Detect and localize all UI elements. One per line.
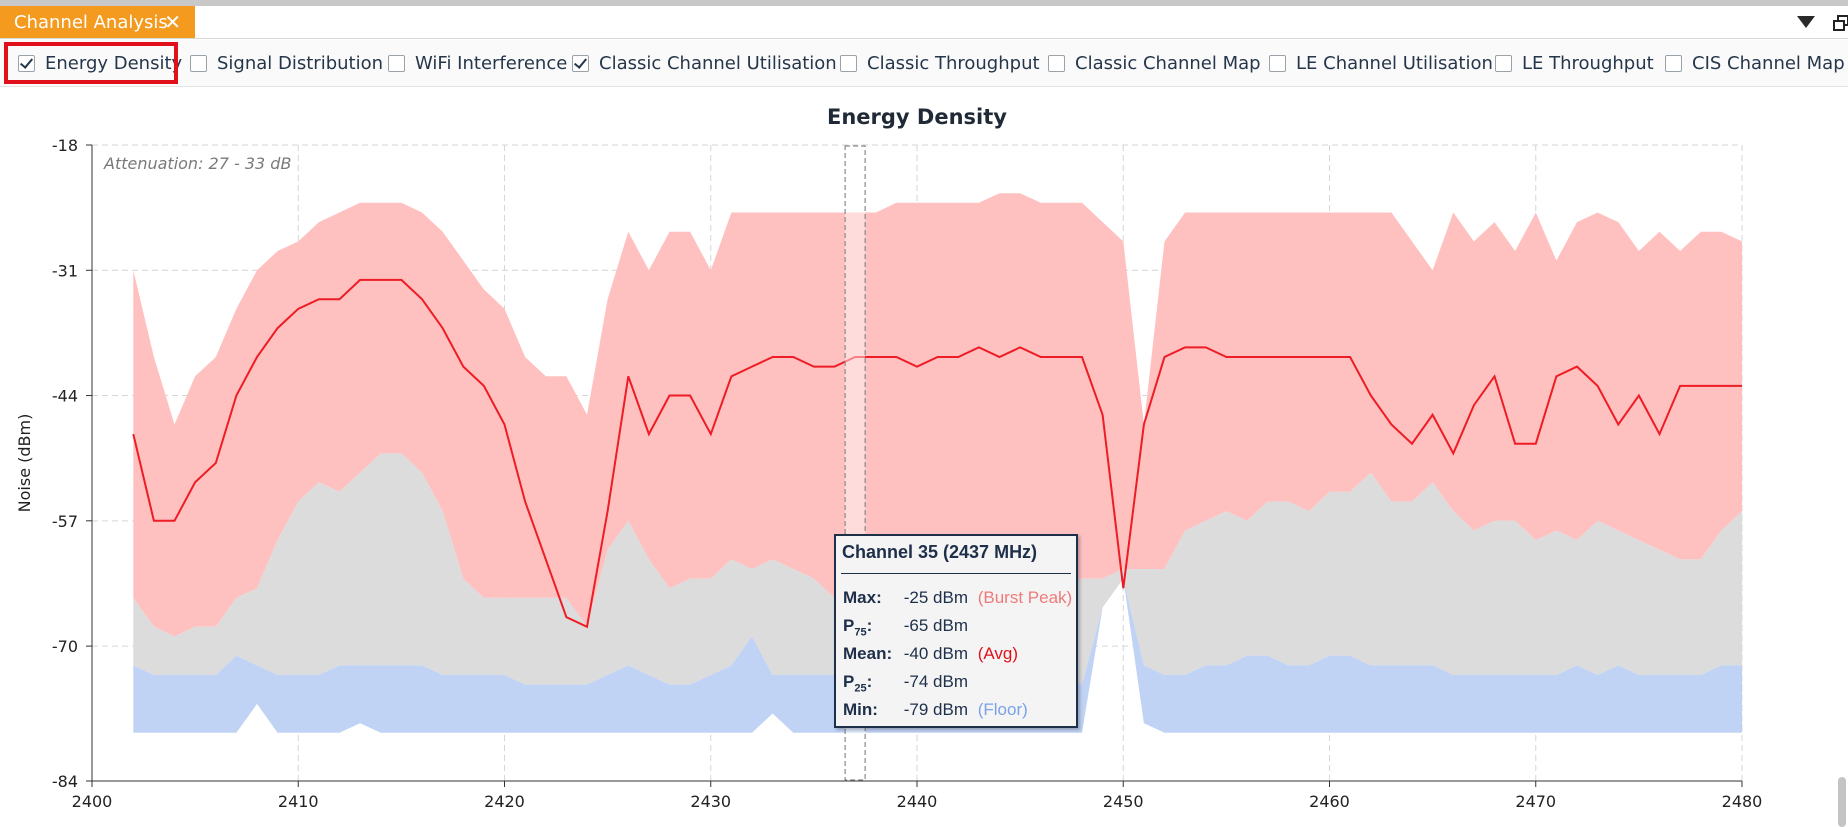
x-tick-label: 2480 xyxy=(1722,792,1763,811)
checkbox-signal-distribution[interactable]: Signal Distribution xyxy=(190,40,383,86)
checkbox-label: LE Throughput xyxy=(1522,52,1654,74)
y-tick-label: -31 xyxy=(52,261,78,280)
checkbox-classic-channel-map[interactable]: Classic Channel Map xyxy=(1048,40,1261,86)
tooltip-value: -40 dBm xyxy=(903,644,968,663)
tab-strip: Channel Analysis ✕ xyxy=(0,6,1848,39)
checkbox-label: Classic Channel Utilisation xyxy=(599,52,837,74)
mean-line xyxy=(132,278,1742,629)
tooltip-label: P25: xyxy=(843,672,873,695)
tooltip-title: Channel 35 (2437 MHz) xyxy=(842,542,1038,562)
tooltip-label-main: P xyxy=(843,616,855,635)
x-tick-label: 2470 xyxy=(1515,792,1556,811)
checkbox-classic-channel-utilisation[interactable]: Classic Channel Utilisation xyxy=(572,40,837,86)
checkbox-label: WiFi Interference xyxy=(415,52,568,74)
tooltip-row-min: Min: -79 dBm (Floor) xyxy=(843,700,1028,720)
tooltip-value: -79 dBm xyxy=(903,700,968,719)
restore-window-icon[interactable] xyxy=(1832,14,1848,31)
tab-title: Channel Analysis xyxy=(14,11,168,33)
tooltip-separator xyxy=(841,573,1071,574)
tooltip-label: Min: xyxy=(843,700,878,719)
y-tick-label: -84 xyxy=(52,772,78,791)
checkbox-box[interactable] xyxy=(190,54,207,72)
checkbox-box[interactable] xyxy=(18,54,35,72)
tooltip-value: -25 dBm xyxy=(903,588,968,607)
chart-title: Energy Density xyxy=(827,105,1007,129)
tooltip-row-mean: Mean: -40 dBm (Avg) xyxy=(843,644,1018,664)
tooltip-row-max: Max: -25 dBm (Burst Peak) xyxy=(843,588,1072,608)
y-tick-label: -57 xyxy=(52,512,78,531)
x-tick-label: 2450 xyxy=(1103,792,1144,811)
tooltip-label-main: P xyxy=(843,672,855,691)
y-tick-label: -70 xyxy=(52,637,78,656)
checkbox-label: Classic Throughput xyxy=(867,52,1040,74)
attenuation-annotation: Attenuation: 27 - 33 dB xyxy=(103,154,291,173)
checkbox-box[interactable] xyxy=(1495,54,1512,72)
x-tick-label: 2430 xyxy=(690,792,731,811)
checkbox-label: CIS Channel Map xyxy=(1692,52,1845,74)
tooltip-row-p25: P25: -74 dBm xyxy=(843,672,968,694)
y-axis-label: Noise (dBm) xyxy=(15,414,34,513)
checkbox-classic-throughput[interactable]: Classic Throughput xyxy=(840,40,1040,86)
tooltip-note: (Avg) xyxy=(977,644,1019,663)
checkbox-label: Energy Density xyxy=(45,52,183,74)
x-tick-label: 2460 xyxy=(1309,792,1350,811)
tooltip-label: Mean: xyxy=(843,644,893,663)
checkbox-le-channel-utilisation[interactable]: LE Channel Utilisation xyxy=(1269,40,1493,86)
tooltip-label: P75: xyxy=(843,616,873,639)
chart-panel: Energy Density -84 -70 -57 -44 -31 -18 2400 2410… xyxy=(0,87,1848,827)
tooltip-label-sub: 75 xyxy=(854,626,867,639)
window-top-border xyxy=(0,0,1848,6)
x-tick-label: 2400 xyxy=(72,792,113,811)
max-p75-band xyxy=(133,193,1742,637)
tooltip-label-sub: 25 xyxy=(854,682,867,695)
x-tick-label: 2420 xyxy=(484,792,525,811)
dropdown-arrow-icon[interactable] xyxy=(1797,16,1815,28)
tooltip-label: Max: xyxy=(843,588,882,607)
view-toolbar: Energy Density Signal Distribution WiFi … xyxy=(0,40,1848,87)
checkbox-box[interactable] xyxy=(840,54,857,72)
channel-tooltip: Channel 35 (2437 MHz) Max: -25 dBm (Burs… xyxy=(834,534,1078,728)
checkbox-box[interactable] xyxy=(1269,54,1286,72)
checkbox-label: LE Channel Utilisation xyxy=(1296,52,1493,74)
checkbox-box[interactable] xyxy=(1665,54,1682,72)
y-tick-label: -18 xyxy=(52,136,78,155)
tooltip-note: (Floor) xyxy=(977,700,1028,719)
checkbox-le-throughput[interactable]: LE Throughput xyxy=(1495,40,1654,86)
tooltip-row-p75: P75: -65 dBm xyxy=(843,616,968,638)
close-icon[interactable]: ✕ xyxy=(164,10,181,34)
checkbox-wifi-interference[interactable]: WiFi Interference xyxy=(388,40,567,86)
tooltip-value: -74 dBm xyxy=(903,672,968,691)
x-tick-label: 2440 xyxy=(897,792,938,811)
y-tick-label: -44 xyxy=(52,387,78,406)
checkbox-energy-density[interactable]: Energy Density xyxy=(18,40,182,86)
tooltip-value: -65 dBm xyxy=(903,616,968,635)
checkbox-label: Signal Distribution xyxy=(217,52,384,74)
tooltip-note: (Burst Peak) xyxy=(977,588,1073,607)
checkbox-cis-channel-map[interactable]: CIS Channel Map xyxy=(1665,40,1845,86)
p25-min-band xyxy=(133,578,1742,733)
checkbox-box[interactable] xyxy=(1048,54,1065,72)
x-tick-label: 2410 xyxy=(278,792,319,811)
checkbox-box[interactable] xyxy=(572,54,589,72)
scrollbar-thumb[interactable] xyxy=(1838,777,1846,827)
tab-channel-analysis[interactable]: Channel Analysis ✕ xyxy=(0,6,195,38)
checkbox-label: Classic Channel Map xyxy=(1075,52,1261,74)
checkbox-box[interactable] xyxy=(388,54,405,72)
